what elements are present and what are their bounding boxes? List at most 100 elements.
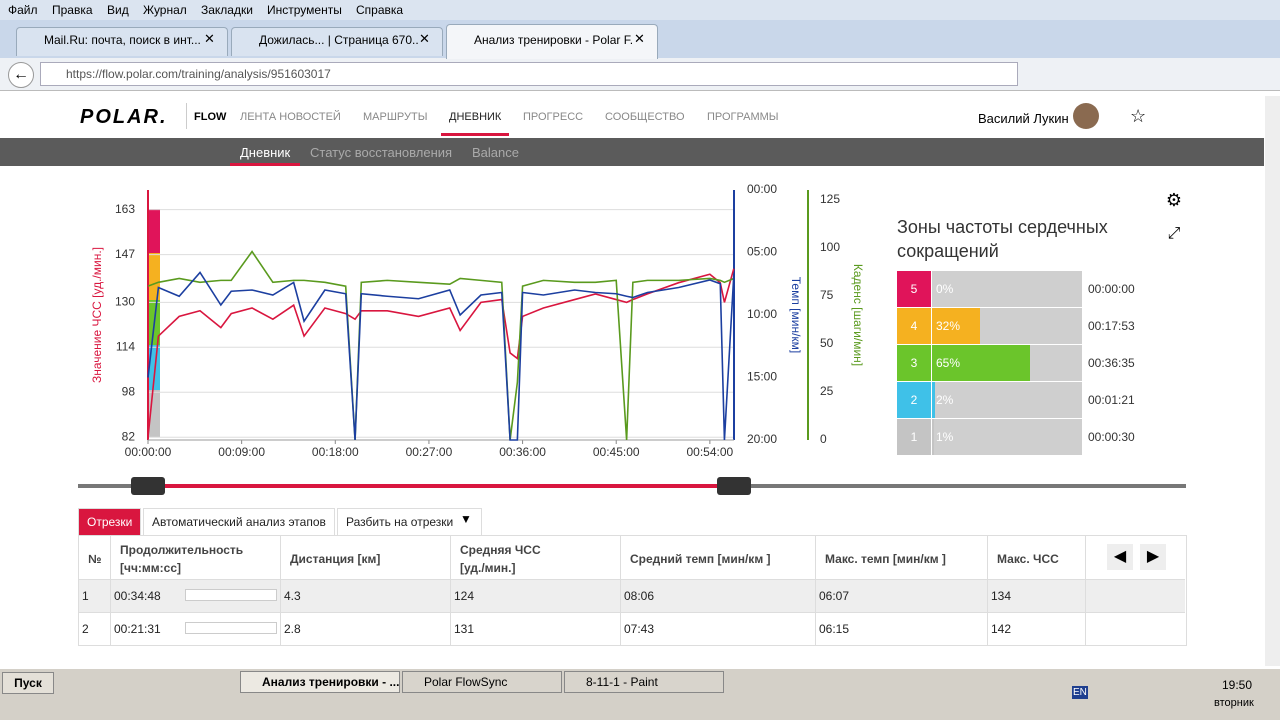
menu-item[interactable]: Правка xyxy=(52,3,93,17)
url-field[interactable] xyxy=(40,62,1018,86)
y3-tick-label: 75 xyxy=(820,288,834,302)
lap-tab[interactable]: Автоматический анализ этапов xyxy=(143,508,335,536)
y-tick-label: 98 xyxy=(122,384,136,398)
nav-item[interactable]: ДНЕВНИК xyxy=(449,111,502,123)
nav-underline xyxy=(441,133,509,136)
logo[interactable]: POLAR. xyxy=(80,106,168,128)
language[interactable]: EN xyxy=(1072,686,1088,699)
table-cell: 2 xyxy=(82,622,89,636)
taskbar-task[interactable] xyxy=(240,671,400,693)
tab-close[interactable]: ✕ xyxy=(419,31,430,46)
x-tick-label: 00:09:00 xyxy=(218,445,265,459)
x-tick-label: 00:18:00 xyxy=(312,445,359,459)
menu-item[interactable]: Закладки xyxy=(201,3,253,17)
zone-percent: 65% xyxy=(936,356,961,370)
zone-band xyxy=(148,209,160,253)
y3-axis-label: Каденс [шаги/мин] xyxy=(851,264,865,366)
y-tick-label: 163 xyxy=(115,202,135,216)
table-header: Продолжительность [чч:мм:сс] xyxy=(120,543,244,575)
y3-tick-label: 50 xyxy=(820,336,834,350)
table-header: № xyxy=(88,552,102,566)
table-cell: 00:21:31 xyxy=(114,622,161,636)
nav-item[interactable]: ПРОГРАММЫ xyxy=(707,111,779,123)
col-divider xyxy=(987,535,988,645)
back-button[interactable]: ← xyxy=(8,62,34,88)
menu-item[interactable]: Вид xyxy=(107,3,129,17)
table-cell: 00:34:48 xyxy=(114,589,161,603)
y-tick-label: 114 xyxy=(116,339,135,353)
task-title: Polar FlowSync xyxy=(424,675,508,689)
nav-item[interactable]: МАРШРУТЫ xyxy=(363,111,428,123)
tab-title: Анализ тренировки - Polar F... xyxy=(474,33,634,47)
zone-number-box xyxy=(897,382,931,418)
menu-item[interactable]: Инструменты xyxy=(267,3,342,17)
nav-item[interactable]: ПРОГРЕСС xyxy=(523,111,584,123)
clock-time: 19:50 xyxy=(1222,678,1253,692)
taskbar-task[interactable] xyxy=(402,671,562,693)
zone-time: 00:00:30 xyxy=(1088,430,1135,444)
sub-nav-item[interactable]: Статус восстановления xyxy=(310,145,453,160)
settings-icon[interactable]: ⚙ xyxy=(1165,190,1183,210)
y2-axis-label: Темп [мин/км] xyxy=(789,277,803,354)
zone-band xyxy=(148,253,160,300)
browser-tab[interactable] xyxy=(231,27,443,56)
col-divider xyxy=(1085,535,1086,645)
zone-bar xyxy=(932,382,935,418)
lap-tab[interactable]: Разбить на отрезки xyxy=(337,508,483,536)
y3-tick-label: 0 xyxy=(820,432,827,446)
browser-tab[interactable] xyxy=(446,24,658,59)
menu-item[interactable]: Справка xyxy=(356,3,404,17)
table-cell: 08:06 xyxy=(624,589,655,603)
x-tick-label: 00:45:00 xyxy=(593,445,640,459)
nav-item[interactable]: ЛЕНТА НОВОСТЕЙ xyxy=(240,111,341,123)
zone-number: 1 xyxy=(910,430,918,444)
fullscreen-icon[interactable]: ⤢ xyxy=(1167,225,1181,242)
browser-tab[interactable] xyxy=(16,27,228,56)
zone-percent: 2% xyxy=(936,393,954,407)
favorites-icon[interactable]: ☆ xyxy=(1130,106,1147,126)
y3-tick-label: 125 xyxy=(820,192,840,206)
table-cell: 1 xyxy=(82,589,89,603)
prev-button[interactable]: ◀ xyxy=(1107,544,1133,570)
table-header: Средний темп [мин/км ] xyxy=(630,552,771,566)
zones-title: Зоны частоты сердечных сокращений xyxy=(897,217,1108,261)
zone-bar-bg xyxy=(932,271,1082,307)
url: https://flow.polar.com/training/analysis… xyxy=(66,67,331,81)
user-name[interactable]: Василий Лукин xyxy=(978,111,1069,126)
avatar[interactable] xyxy=(1073,103,1099,129)
table-cell: 142 xyxy=(991,622,1012,636)
y3-tick-label: 100 xyxy=(820,240,840,254)
menu-item[interactable]: Файл xyxy=(8,3,38,17)
zone-time: 00:17:53 xyxy=(1088,319,1135,333)
zone-time: 00:01:21 xyxy=(1088,393,1135,407)
sub-nav-item[interactable]: Balance xyxy=(472,145,519,160)
tab-title: Дожилась... | Страница 670... xyxy=(259,33,419,47)
table-header: Средняя ЧСС [уд./мин.] xyxy=(460,543,541,575)
table-cell: 06:15 xyxy=(819,622,850,636)
col-divider xyxy=(280,535,281,645)
zone-number: 2 xyxy=(910,393,918,407)
series-line xyxy=(147,268,735,438)
zone-bar-bg xyxy=(932,382,1082,418)
table-cell: 124 xyxy=(454,589,475,603)
range-handle[interactable] xyxy=(131,477,165,495)
tab-close[interactable]: ✕ xyxy=(634,31,645,46)
dropdown-arrow[interactable]: ▼ xyxy=(460,512,472,526)
lap-tab[interactable]: Отрезки xyxy=(78,508,142,536)
scrollbar[interactable] xyxy=(1265,96,1280,666)
taskbar-task[interactable] xyxy=(564,671,724,693)
zone-percent: 32% xyxy=(936,319,961,333)
range-handle[interactable] xyxy=(717,477,751,495)
tab-close[interactable]: ✕ xyxy=(204,31,215,46)
zone-number: 3 xyxy=(910,356,918,370)
task-title: Анализ тренировки - ... xyxy=(262,675,400,689)
sub-nav-item[interactable]: Дневник xyxy=(240,145,291,160)
table-cell: 2.8 xyxy=(284,622,301,636)
table-cell: 134 xyxy=(991,589,1012,603)
menu-item[interactable]: Журнал xyxy=(143,3,187,17)
nav-item[interactable]: СООБЩЕСТВО xyxy=(605,111,685,123)
next-button[interactable]: ▶ xyxy=(1140,544,1166,570)
col-divider xyxy=(1186,535,1187,645)
menu-bar xyxy=(0,0,1280,20)
start-button[interactable]: Пуск xyxy=(2,672,54,694)
